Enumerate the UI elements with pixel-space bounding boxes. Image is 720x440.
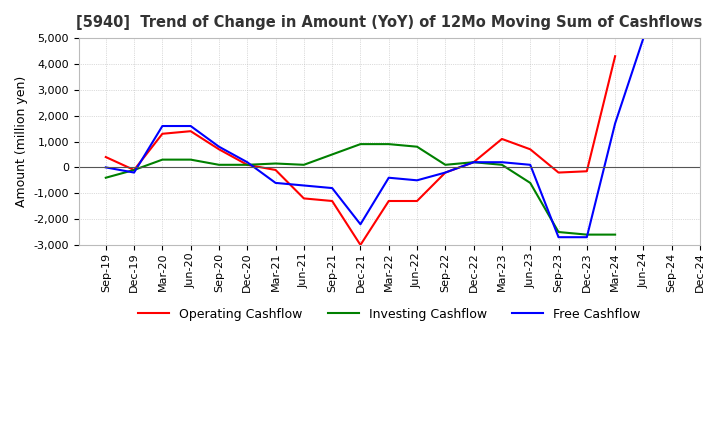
Line: Investing Cashflow: Investing Cashflow [106,144,615,235]
Investing Cashflow [413,144,421,149]
Operating Cashflow [441,170,450,175]
Operating Cashflow [611,54,619,59]
Free Cashflow [328,185,336,191]
Investing Cashflow [158,157,167,162]
Free Cashflow [102,165,110,170]
Line: Free Cashflow: Free Cashflow [106,38,644,237]
Investing Cashflow [328,152,336,157]
Free Cashflow [186,123,195,128]
Operating Cashflow [271,167,280,172]
Investing Cashflow [300,162,308,168]
Investing Cashflow [469,160,478,165]
Free Cashflow [384,175,393,180]
Operating Cashflow [554,170,563,175]
Investing Cashflow [186,157,195,162]
Y-axis label: Amount (million yen): Amount (million yen) [15,76,28,207]
Investing Cashflow [554,229,563,235]
Free Cashflow [413,178,421,183]
Free Cashflow [356,222,365,227]
Investing Cashflow [271,161,280,166]
Free Cashflow [469,160,478,165]
Free Cashflow [300,183,308,188]
Free Cashflow [498,160,506,165]
Operating Cashflow [526,147,534,152]
Investing Cashflow [243,162,251,168]
Investing Cashflow [611,232,619,237]
Free Cashflow [215,144,223,149]
Operating Cashflow [102,154,110,160]
Free Cashflow [582,235,591,240]
Operating Cashflow [130,167,138,172]
Line: Operating Cashflow: Operating Cashflow [106,56,615,245]
Operating Cashflow [469,160,478,165]
Title: [5940]  Trend of Change in Amount (YoY) of 12Mo Moving Sum of Cashflows: [5940] Trend of Change in Amount (YoY) o… [76,15,703,30]
Free Cashflow [441,170,450,175]
Operating Cashflow [498,136,506,142]
Operating Cashflow [158,131,167,136]
Free Cashflow [243,160,251,165]
Investing Cashflow [441,162,450,168]
Operating Cashflow [243,162,251,168]
Legend: Operating Cashflow, Investing Cashflow, Free Cashflow: Operating Cashflow, Investing Cashflow, … [133,303,646,326]
Operating Cashflow [215,147,223,152]
Free Cashflow [130,170,138,175]
Investing Cashflow [356,142,365,147]
Investing Cashflow [582,232,591,237]
Free Cashflow [639,36,648,41]
Operating Cashflow [356,242,365,248]
Investing Cashflow [384,142,393,147]
Operating Cashflow [328,198,336,204]
Investing Cashflow [526,180,534,186]
Investing Cashflow [102,175,110,180]
Free Cashflow [271,180,280,186]
Free Cashflow [554,235,563,240]
Free Cashflow [526,162,534,168]
Free Cashflow [611,121,619,126]
Operating Cashflow [413,198,421,204]
Operating Cashflow [300,196,308,201]
Operating Cashflow [186,128,195,134]
Operating Cashflow [384,198,393,204]
Free Cashflow [158,123,167,128]
Investing Cashflow [130,167,138,172]
Operating Cashflow [582,169,591,174]
Investing Cashflow [498,162,506,168]
Investing Cashflow [215,162,223,168]
